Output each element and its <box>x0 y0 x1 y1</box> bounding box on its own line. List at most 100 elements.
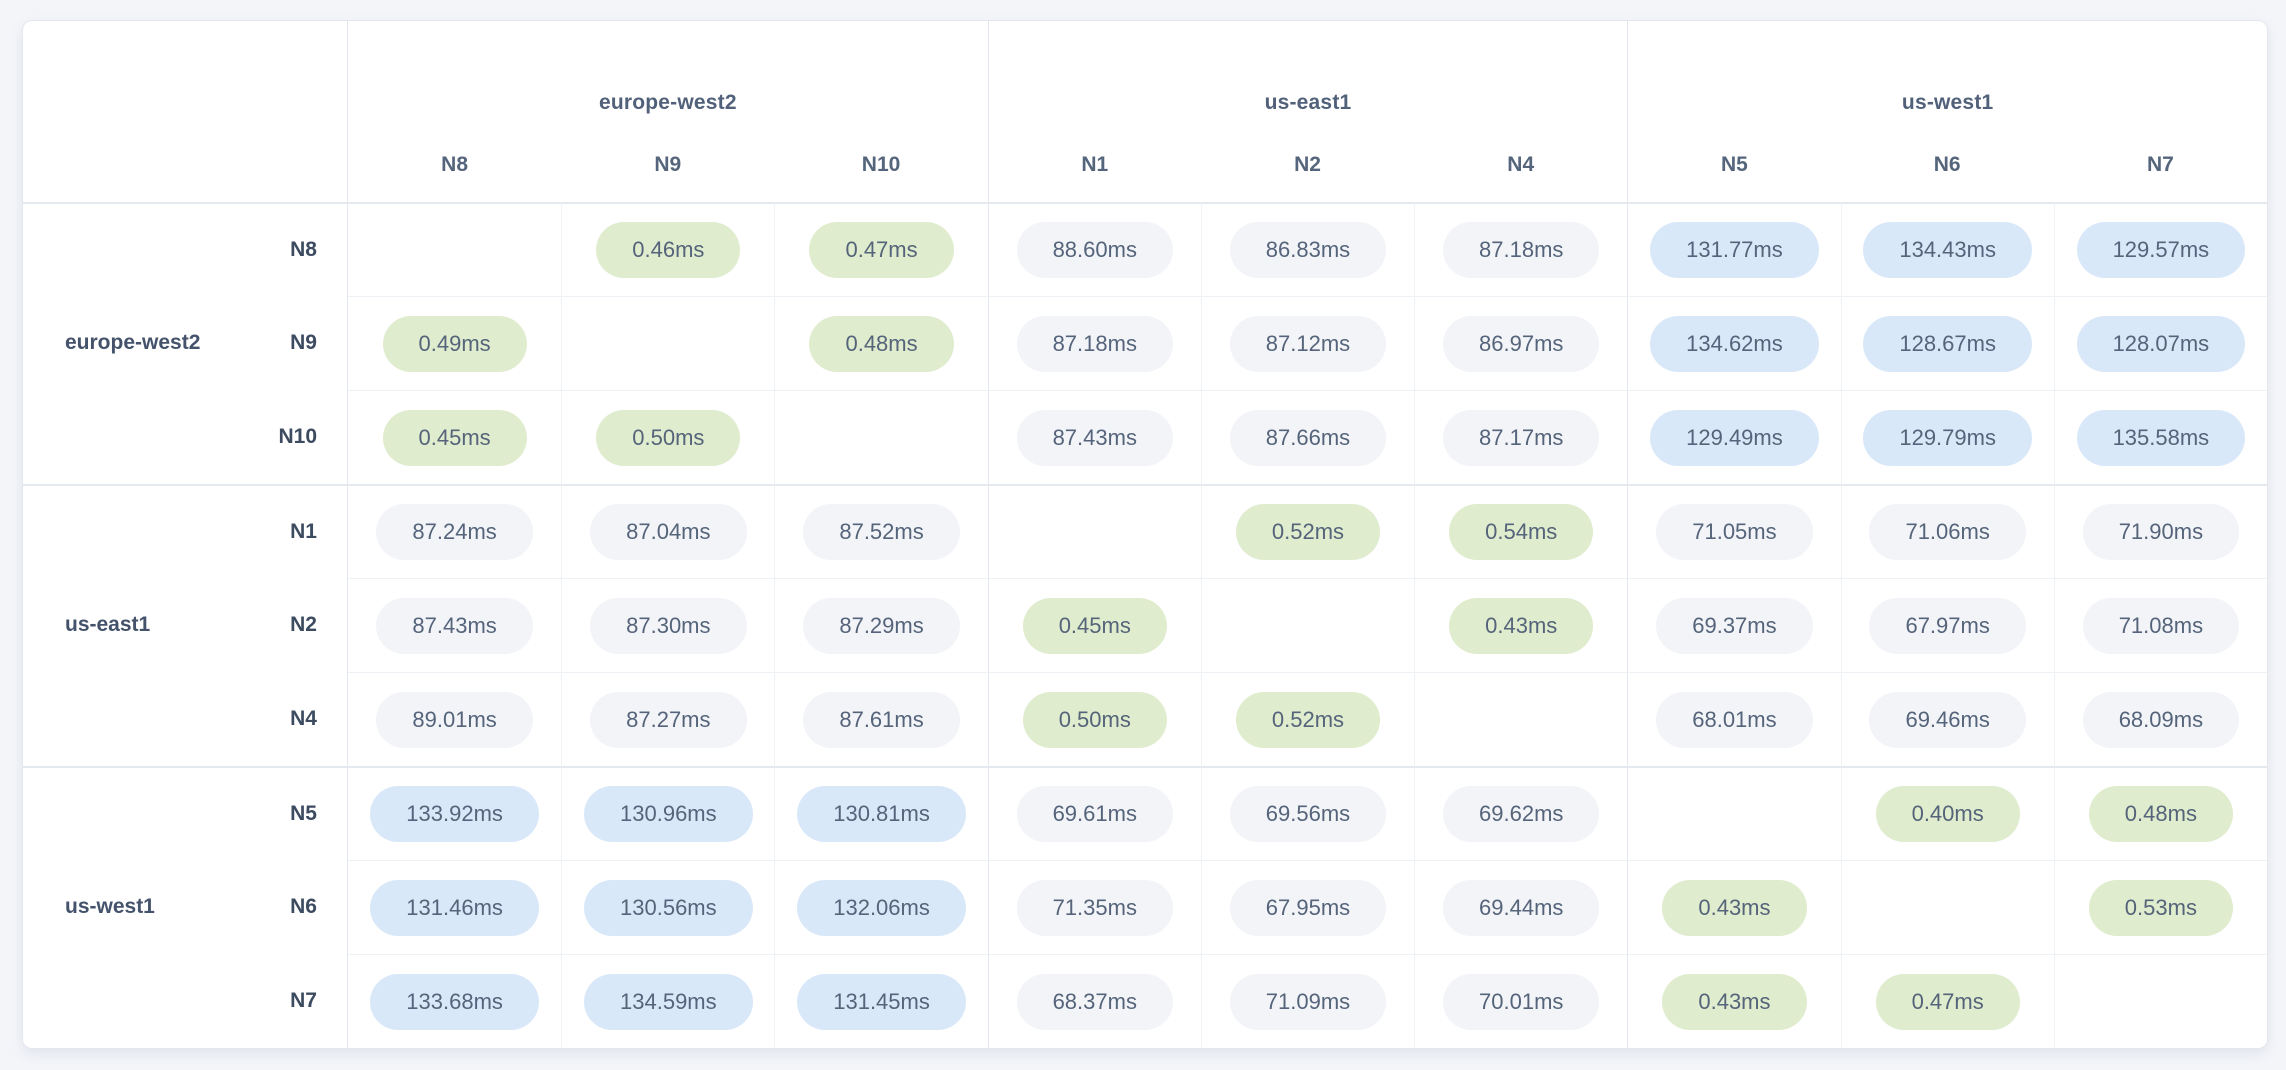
cell-N1-N4: 0.54ms <box>1414 484 1628 578</box>
latency-pill-N8-N5: 131.77ms <box>1650 222 1819 278</box>
cell-N2-N5: 69.37ms <box>1627 578 1841 672</box>
row-node-label-N2: N2 <box>290 613 317 636</box>
cell-N9-N1: 87.18ms <box>987 296 1201 390</box>
latency-pill-N4-N9: 87.27ms <box>590 691 747 748</box>
cell-N8-N1: 88.60ms <box>987 202 1201 296</box>
latency-pill-N6-N8: 131.46ms <box>370 879 539 936</box>
latency-matrix-card: europe-west2 N8 N9 N10 us-east1 N1 N2 N4 us-west… <box>22 20 2268 1049</box>
row-label-N4: N4 <box>23 672 348 766</box>
latency-pill-N6-N9: 130.56ms <box>584 879 753 936</box>
latency-pill-N7-N2: 71.09ms <box>1229 973 1387 1030</box>
latency-pill-N6-N1: 71.35ms <box>1016 879 1173 936</box>
latency-pill-N8-N7: 129.57ms <box>2076 222 2246 278</box>
cell-N4-N5: 68.01ms <box>1627 672 1841 766</box>
cell-N10-N1: 87.43ms <box>987 390 1201 484</box>
cell-N6-N5: 0.43ms <box>1627 860 1841 954</box>
cell-N7-N6: 0.47ms <box>1840 954 2054 1048</box>
latency-pill-N1-N7: 71.90ms <box>2082 504 2240 560</box>
row-label-N2: us-east1 N2 <box>23 578 348 672</box>
latency-pill-N4-N6: 69.46ms <box>1869 691 2026 748</box>
latency-pill-N5-N2: 69.56ms <box>1229 786 1387 842</box>
cell-N7-N9: 134.59ms <box>561 954 775 1048</box>
cell-N1-N9: 87.04ms <box>561 484 775 578</box>
cell-N10-N9: 0.50ms <box>561 390 775 484</box>
row-node-label-N10: N10 <box>278 425 317 448</box>
row-node-label-N8: N8 <box>290 238 317 261</box>
latency-pill-N1-N5: 71.05ms <box>1656 504 1813 560</box>
row-node-label-N7: N7 <box>290 989 317 1012</box>
latency-pill-N8-N1: 88.60ms <box>1016 222 1173 278</box>
cell-N9-N7: 128.07ms <box>2053 296 2267 390</box>
latency-pill-N2-N7: 71.08ms <box>2082 597 2240 654</box>
cell-N5-N7: 0.48ms <box>2053 766 2267 860</box>
latency-pill-N1-N8: 87.24ms <box>376 504 533 560</box>
latency-pill-N7-N6: 0.47ms <box>1875 973 2020 1030</box>
row-node-label-N1: N1 <box>290 520 317 543</box>
cell-N5-N4: 69.62ms <box>1414 766 1628 860</box>
cell-N4-N9: 87.27ms <box>561 672 775 766</box>
latency-pill-N10-N8: 0.45ms <box>382 409 527 466</box>
cell-N4-N7: 68.09ms <box>2053 672 2267 766</box>
latency-pill-N5-N10: 130.81ms <box>797 786 966 842</box>
latency-pill-N6-N2: 67.95ms <box>1229 879 1387 936</box>
latency-pill-N1-N2: 0.52ms <box>1235 504 1381 560</box>
latency-pill-N1-N9: 87.04ms <box>590 504 747 560</box>
cell-N7-N5: 0.43ms <box>1627 954 1841 1048</box>
latency-pill-N1-N6: 71.06ms <box>1869 504 2026 560</box>
cell-N2-N1: 0.45ms <box>987 578 1201 672</box>
cell-N1-N2: 0.52ms <box>1200 484 1415 578</box>
cell-N8-N2: 86.83ms <box>1200 202 1415 296</box>
cell-N4-N10: 87.61ms <box>774 672 988 766</box>
cell-N7-N1: 68.37ms <box>987 954 1201 1048</box>
latency-pill-N2-N1: 0.45ms <box>1022 597 1167 654</box>
cell-N4-N4 <box>1414 672 1628 766</box>
cell-N10-N10 <box>774 390 988 484</box>
cell-N1-N8: 87.24ms <box>348 484 562 578</box>
cell-N7-N10: 131.45ms <box>774 954 988 1048</box>
cell-N7-N8: 133.68ms <box>348 954 562 1048</box>
cell-N9-N6: 128.67ms <box>1840 296 2054 390</box>
latency-pill-N10-N1: 87.43ms <box>1016 409 1173 466</box>
latency-pill-N5-N1: 69.61ms <box>1016 786 1173 842</box>
latency-pill-N4-N8: 89.01ms <box>376 691 533 748</box>
col-group-title-us-west1: us-west1 <box>1627 21 2267 127</box>
latency-pill-N10-N2: 87.66ms <box>1229 409 1387 466</box>
latency-pill-N9-N4: 86.97ms <box>1443 315 1600 372</box>
col-header-N7: N7 <box>2146 152 2174 176</box>
cell-N1-N7: 71.90ms <box>2053 484 2267 578</box>
latency-pill-N4-N7: 68.09ms <box>2082 691 2240 748</box>
col-header-N4: N4 <box>1507 152 1535 176</box>
col-header-N10: N10 <box>861 152 901 176</box>
latency-pill-N1-N4: 0.54ms <box>1449 504 1594 560</box>
cell-N8-N7: 129.57ms <box>2053 202 2267 296</box>
latency-pill-N6-N10: 132.06ms <box>797 879 966 936</box>
latency-pill-N4-N5: 68.01ms <box>1656 691 1813 748</box>
cell-N2-N4: 0.43ms <box>1414 578 1628 672</box>
cell-N7-N4: 70.01ms <box>1414 954 1628 1048</box>
latency-pill-N6-N7: 0.53ms <box>2088 879 2233 936</box>
row-region-label-europe-west2: europe-west2 <box>65 331 201 354</box>
cell-N9-N9 <box>561 296 775 390</box>
cell-N1-N5: 71.05ms <box>1627 484 1841 578</box>
latency-pill-N2-N5: 69.37ms <box>1656 597 1813 654</box>
cell-N4-N1: 0.50ms <box>987 672 1201 766</box>
cell-N6-N7: 0.53ms <box>2053 860 2267 954</box>
cell-N8-N5: 131.77ms <box>1627 202 1841 296</box>
cell-N5-N2: 69.56ms <box>1200 766 1415 860</box>
cell-N2-N10: 87.29ms <box>774 578 988 672</box>
cell-N8-N9: 0.46ms <box>561 202 775 296</box>
cell-N9-N10: 0.48ms <box>774 296 988 390</box>
latency-pill-N2-N10: 87.29ms <box>803 597 960 654</box>
latency-pill-N8-N6: 134.43ms <box>1863 222 2032 278</box>
cell-N10-N8: 0.45ms <box>348 390 562 484</box>
row-node-label-N4: N4 <box>290 707 317 730</box>
col-group-title-us-east1: us-east1 <box>987 21 1628 127</box>
latency-pill-N7-N8: 133.68ms <box>370 973 539 1030</box>
cell-N5-N8: 133.92ms <box>348 766 562 860</box>
cell-N5-N1: 69.61ms <box>987 766 1201 860</box>
cell-N8-N6: 134.43ms <box>1840 202 2054 296</box>
latency-pill-N9-N7: 128.07ms <box>2076 315 2246 372</box>
row-label-N5: N5 <box>23 766 348 860</box>
matrix-corner-cell <box>23 21 348 202</box>
cell-N1-N1 <box>987 484 1201 578</box>
